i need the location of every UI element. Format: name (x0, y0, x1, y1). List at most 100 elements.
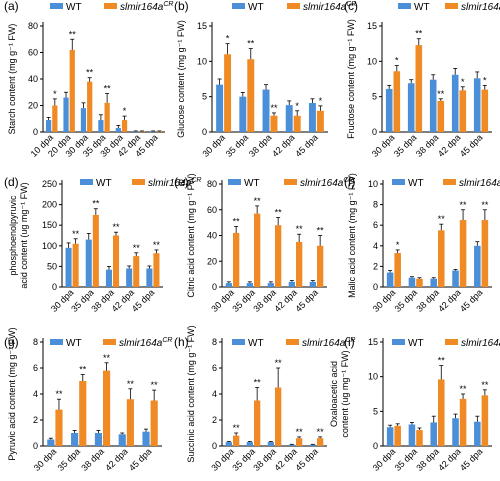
y-tick-label: 200 (42, 200, 57, 210)
significance-marker: ** (270, 103, 278, 113)
bar-mutant (72, 243, 79, 287)
y-tick-label: 10 (368, 179, 378, 189)
legend-label-mutant: slmir164aCR (300, 177, 353, 189)
y-tick-label: 0 (33, 441, 38, 451)
significance-marker: ** (72, 229, 80, 239)
bar-mutant (270, 115, 278, 132)
bar-mutant (150, 400, 158, 446)
bar-mutant (113, 235, 120, 287)
legend-label-mutant: slmir164aCR (148, 177, 201, 189)
significance-marker: ** (437, 89, 445, 99)
y-tick-label: 15 (368, 337, 378, 347)
x-tick-label: 35 dpa (56, 446, 83, 473)
legend-swatch-mutant (286, 339, 299, 345)
y-tick-label: 0 (212, 282, 217, 292)
legend-swatch-mutant (445, 3, 458, 9)
panel-label: (f) (344, 175, 355, 189)
bar-wt (285, 105, 293, 132)
bar-mutant (316, 110, 324, 132)
bar-mutant (224, 54, 232, 133)
significance-marker: ** (296, 224, 304, 234)
y-tick-label: 60 (28, 48, 38, 58)
y-tick-label: 8 (373, 200, 378, 210)
bar-wt (407, 83, 415, 132)
legend-swatch-wt (228, 179, 241, 185)
significance-marker: ** (103, 353, 111, 363)
significance-marker: * (123, 106, 127, 116)
bar-wt (288, 444, 295, 446)
bar-wt (385, 88, 393, 132)
y-axis-label: acid content (ug mg⁻¹ FW) (19, 182, 29, 288)
bar-mutant (104, 102, 110, 132)
y-tick-label: 2 (33, 415, 38, 425)
bar-wt (115, 128, 121, 132)
bar-mutant (79, 381, 87, 446)
legend-swatch-wt (232, 339, 245, 345)
y-tick-label: 20 (207, 256, 217, 266)
y-tick-label: 5 (373, 406, 378, 416)
bar-wt (225, 442, 232, 446)
significance-marker: ** (460, 384, 468, 394)
x-tick-label: 42 dpa (272, 287, 299, 314)
panel-label: (h) (174, 335, 189, 349)
legend-swatch-wt (232, 3, 245, 9)
y-axis-label: Pyruvic acid content (mg g⁻¹ FW) (7, 327, 17, 460)
bar-mutant (394, 253, 401, 287)
bar-wt (309, 444, 316, 446)
bar-wt (288, 281, 295, 287)
y-tick-label: 0 (212, 441, 217, 451)
bar-mutant (233, 435, 240, 446)
bar-wt (85, 239, 92, 287)
y-tick-label: 6 (373, 220, 378, 230)
significance-marker: ** (233, 216, 241, 226)
x-tick-label: 42 dpa (272, 446, 299, 473)
bar-mutant (317, 438, 324, 446)
chart-panel-g: (g)Pyruvic acid content (mg g⁻¹ FW) 0 2 4 6 8… (4, 327, 172, 473)
legend-swatch-mutant (284, 179, 297, 185)
bar-mutant (275, 387, 282, 446)
legend-label-wt: WT (96, 178, 112, 189)
y-axis-label: Glucose content (mg g⁻¹ FW) (176, 20, 186, 138)
panel-label: (i) (344, 335, 355, 349)
bar-mutant (139, 131, 145, 132)
bar-mutant (133, 256, 140, 287)
bar-wt (267, 283, 274, 287)
bar-wt (105, 269, 112, 287)
legend-swatch-wt (392, 339, 405, 345)
bar-wt (473, 78, 481, 132)
bar-wt (308, 103, 316, 132)
bar-wt (45, 120, 52, 132)
significance-marker: ** (460, 200, 468, 210)
significance-marker: * (226, 34, 230, 44)
significance-marker: * (295, 101, 299, 111)
bar-wt (118, 434, 126, 446)
bar-mutant (156, 131, 163, 132)
bar-mutant (233, 232, 240, 287)
significance-marker: * (319, 96, 323, 106)
bar-mutant (459, 398, 467, 446)
bar-mutant (481, 395, 489, 446)
legend-label-mutant: slmir164aCR (303, 1, 356, 13)
x-tick-label: 38 dpa (414, 287, 441, 314)
y-tick-label: 0 (373, 441, 378, 451)
y-axis-label: Oxaloacetic acid (329, 361, 339, 427)
bar-mutant (52, 105, 58, 132)
bar-mutant (296, 438, 303, 446)
significance-marker: * (396, 240, 400, 250)
bar-mutant (121, 120, 128, 132)
legend-label-mutant: slmir164aCR (461, 1, 500, 13)
bar-mutant (153, 253, 160, 287)
bar-mutant (394, 425, 401, 446)
y-tick-label: 60 (207, 205, 217, 215)
y-tick-label: 15 (367, 21, 377, 31)
x-tick-label: 38 dpa (251, 446, 278, 473)
significance-marker: ** (233, 423, 241, 433)
panel-label: (c) (344, 0, 358, 13)
bar-wt (65, 247, 72, 287)
legend-label-mutant: slmir164aCR (119, 337, 172, 349)
legend: WT slmir164aCR (228, 177, 353, 189)
bar-wt (429, 79, 437, 132)
significance-marker: * (461, 77, 465, 87)
bar-wt (80, 108, 87, 132)
significance-marker: ** (151, 380, 159, 390)
